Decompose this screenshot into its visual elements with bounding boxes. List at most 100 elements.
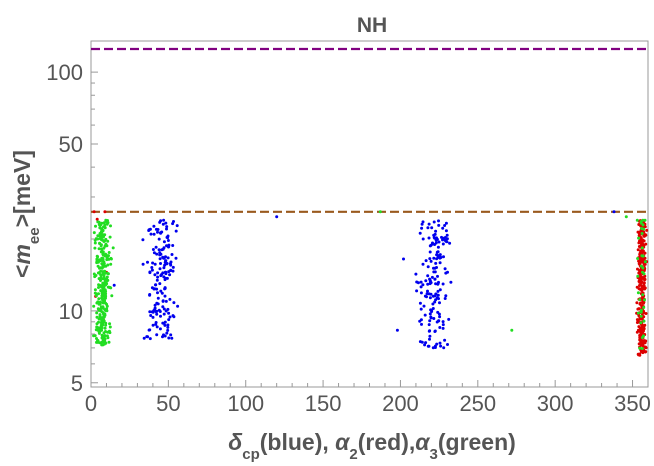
data-point <box>438 326 442 329</box>
data-point <box>171 265 175 269</box>
data-point <box>641 301 645 305</box>
data-point <box>426 274 430 278</box>
data-point <box>163 278 167 282</box>
data-point <box>444 221 448 225</box>
data-point <box>443 236 447 239</box>
data-point <box>97 301 101 305</box>
data-point <box>419 291 423 295</box>
data-point <box>642 272 646 276</box>
data-point <box>156 275 160 279</box>
data-point <box>434 292 438 296</box>
x-tick-label: 150 <box>305 391 342 416</box>
data-points <box>92 210 649 357</box>
data-point <box>641 351 645 355</box>
data-point <box>378 210 382 214</box>
data-point <box>635 330 639 334</box>
data-point <box>150 268 154 272</box>
data-point <box>96 234 100 238</box>
data-point <box>441 238 444 242</box>
data-point <box>95 217 99 221</box>
data-point <box>434 238 438 242</box>
data-point <box>102 246 106 250</box>
data-point <box>158 282 162 286</box>
data-point <box>101 343 105 347</box>
data-point <box>436 289 440 293</box>
x-tick-label: 100 <box>227 391 264 416</box>
data-point <box>430 275 434 279</box>
data-point <box>162 312 166 316</box>
data-point <box>96 237 100 241</box>
data-point <box>100 259 104 262</box>
data-point <box>158 267 162 271</box>
data-point <box>170 253 174 256</box>
data-point <box>402 257 405 261</box>
data-point <box>106 336 110 340</box>
data-point <box>637 353 641 357</box>
data-point <box>419 285 423 289</box>
data-point <box>432 256 436 260</box>
data-point <box>168 273 172 277</box>
data-point <box>438 301 441 305</box>
data-point <box>106 239 110 243</box>
data-point <box>425 292 429 296</box>
data-point <box>105 271 109 275</box>
data-point <box>162 307 166 311</box>
data-point <box>95 259 99 263</box>
data-point <box>421 262 425 266</box>
data-point <box>437 312 441 316</box>
data-point <box>443 224 447 227</box>
x-axis: 0 50 100 150 200 250 300 350 <box>85 380 651 416</box>
data-point <box>159 289 163 293</box>
data-point <box>103 226 107 229</box>
data-point <box>433 243 437 246</box>
data-point <box>106 263 110 267</box>
data-point <box>438 288 442 292</box>
data-point <box>443 267 447 271</box>
data-point <box>415 289 419 293</box>
data-point <box>421 220 425 224</box>
data-point <box>95 301 99 305</box>
data-point <box>444 294 448 298</box>
data-point <box>107 340 111 344</box>
data-point <box>426 282 430 286</box>
data-point <box>638 298 642 302</box>
data-point <box>638 252 642 256</box>
data-point <box>424 259 428 263</box>
data-point <box>640 229 644 233</box>
data-point <box>171 269 175 273</box>
data-point <box>99 244 103 248</box>
data-point <box>437 223 441 227</box>
data-point <box>153 273 157 277</box>
data-point <box>167 311 171 315</box>
data-point <box>642 257 646 261</box>
data-point <box>165 227 168 231</box>
data-point <box>638 273 642 277</box>
data-point <box>641 223 645 227</box>
data-point <box>428 277 432 281</box>
data-point <box>103 340 107 344</box>
data-point <box>95 337 98 340</box>
data-point <box>637 342 641 346</box>
data-point <box>166 256 170 260</box>
data-point <box>165 244 168 248</box>
data-point <box>641 238 645 242</box>
data-point <box>166 239 170 242</box>
data-point <box>96 271 100 275</box>
data-point <box>442 346 446 350</box>
data-point <box>640 227 644 230</box>
data-point <box>98 313 102 317</box>
data-point <box>434 261 438 265</box>
data-point <box>441 326 445 330</box>
data-point <box>99 230 103 234</box>
data-point <box>639 340 643 344</box>
data-point <box>432 266 435 270</box>
data-point <box>441 320 445 324</box>
data-point <box>164 272 168 276</box>
data-point <box>160 291 164 295</box>
data-point <box>155 325 159 329</box>
data-point <box>148 227 152 231</box>
data-point <box>439 256 443 259</box>
data-point <box>635 301 639 305</box>
data-point <box>95 340 98 344</box>
data-point <box>105 255 109 259</box>
